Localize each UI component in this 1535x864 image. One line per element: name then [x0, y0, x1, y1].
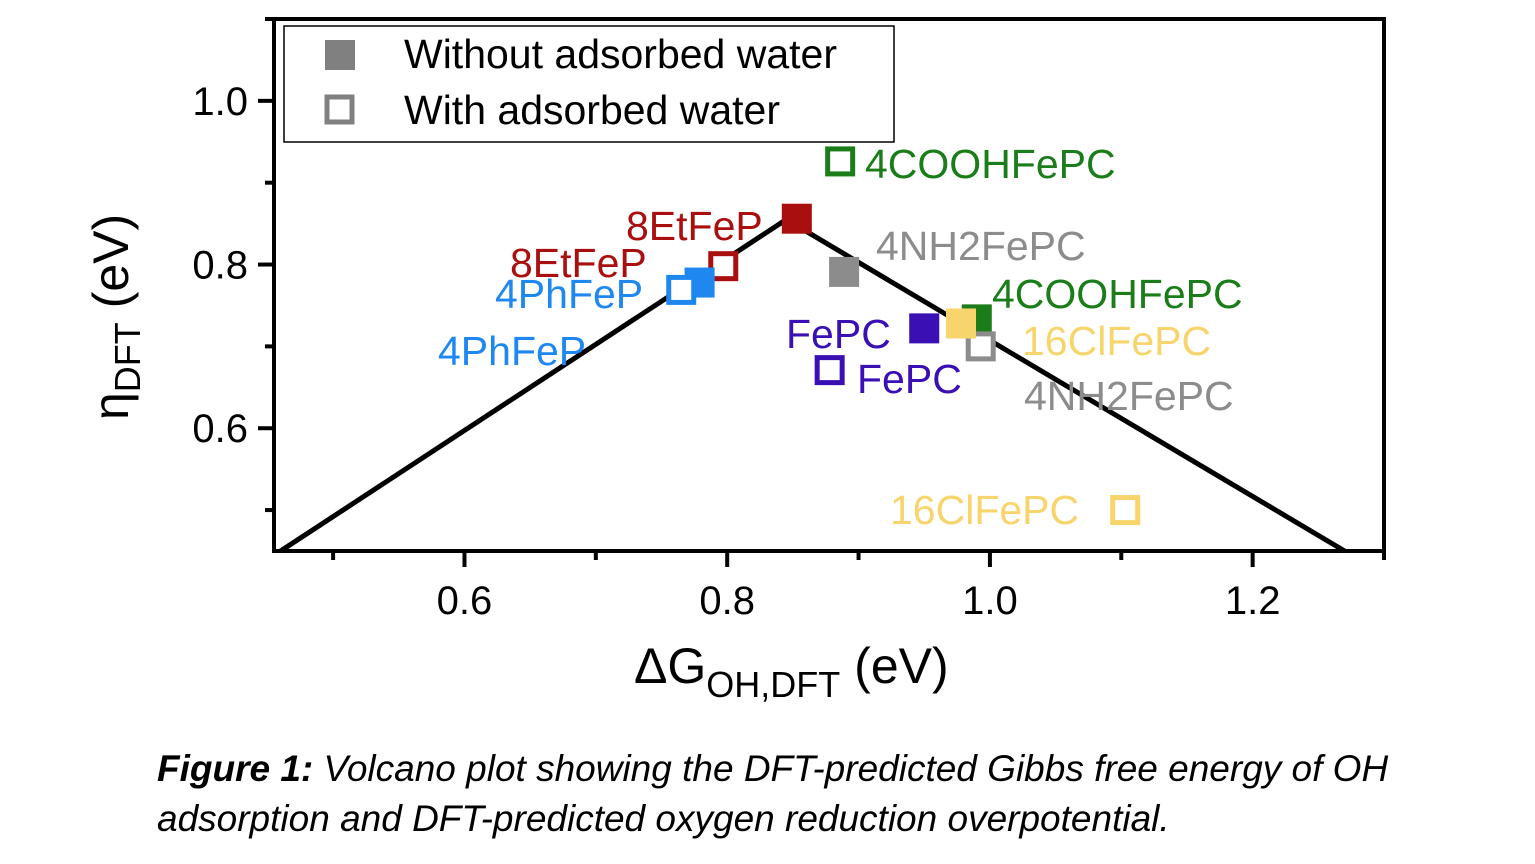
point-label-8etfep: 8EtFeP — [626, 203, 763, 249]
volcano-chart: 0.6 0.8 1.0 1.2 0.6 0.8 1.0 4COOHFePC 8EtFeP 4NH… — [83, 17, 1386, 705]
point-label-8etfep: 8EtFeP — [510, 240, 647, 286]
legend-label-with-water: With adsorbed water — [404, 87, 780, 133]
x-axis-title-unit: (eV) — [840, 638, 948, 694]
figure-caption: Figure 1: Volcano plot showing the DFT-p… — [157, 744, 1477, 844]
y-tick-label: 1.0 — [192, 80, 248, 124]
point-label-fepc: FePC — [786, 311, 891, 357]
data-markers — [666, 146, 1141, 526]
marker-filled-8etfep — [781, 203, 812, 234]
point-label-4nh2fepc: 4NH2FePC — [876, 223, 1086, 269]
legend-open-square-icon — [324, 94, 355, 125]
legend-label-without-water: Without adsorbed water — [404, 31, 837, 77]
x-tick-label: 1.0 — [962, 579, 1018, 623]
legend: Without adsorbed water With adsorbed wat… — [283, 25, 895, 143]
point-label-4coohfepc: 4COOHFePC — [992, 271, 1243, 317]
point-label-16clfepc: 16ClFePC — [890, 487, 1079, 533]
marker-open-4phfep — [666, 274, 697, 305]
y-axis-title-subscript: DFT — [107, 322, 148, 392]
x-tick-label: 0.8 — [699, 579, 755, 623]
marker-open-16clfepc — [1110, 495, 1141, 526]
marker-filled-4nh2fepc — [829, 256, 860, 287]
point-label-16clfepc: 16ClFePC — [1022, 318, 1211, 364]
caption-label: Figure 1: — [157, 748, 314, 789]
y-axis-title-unit: (eV) — [83, 214, 139, 322]
x-tick-label: 1.2 — [1225, 579, 1281, 623]
caption-text: Volcano plot showing the DFT-predicted G… — [157, 748, 1389, 839]
svg-text:ηDFT (eV): ηDFT (eV) — [83, 214, 148, 420]
point-label-4phfep: 4PhFeP — [438, 328, 586, 374]
y-tick-label: 0.8 — [192, 244, 248, 288]
plot-border — [272, 17, 1386, 553]
svg-text:ΔGOH,DFT (eV): ΔGOH,DFT (eV) — [634, 638, 949, 705]
plot-area: 0.6 0.8 1.0 1.2 0.6 0.8 1.0 4COOHFePC 8EtFeP 4NH… — [192, 17, 1386, 623]
x-axis-title-subscript: OH,DFT — [706, 664, 840, 705]
marker-filled-fepc — [909, 313, 940, 344]
point-label-4coohfepc: 4COOHFePC — [865, 141, 1116, 187]
legend-box — [283, 25, 895, 143]
x-axis-title: ΔGOH,DFT (eV) — [634, 638, 949, 705]
legend-filled-square-icon — [325, 40, 355, 70]
axis-ticks: 0.6 0.8 1.0 1.2 0.6 0.8 1.0 — [192, 17, 1386, 623]
marker-filled-16clfepc — [946, 308, 977, 339]
point-label-fepc: FePC — [857, 356, 962, 402]
point-label-4phfep: 4PhFeP — [495, 271, 643, 317]
marker-open-fepc — [814, 355, 845, 386]
y-axis-title-main: η — [83, 392, 139, 420]
y-axis-title: ηDFT (eV) — [83, 214, 148, 420]
marker-open-8etfep — [708, 251, 739, 282]
marker-open-4coohfepc — [825, 146, 856, 177]
x-axis-title-main: ΔG — [634, 638, 706, 694]
y-tick-label: 0.6 — [192, 407, 248, 451]
plot-frame — [272, 17, 1386, 553]
x-tick-label: 0.6 — [437, 579, 493, 623]
point-label-4nh2fepc: 4NH2FePC — [1024, 373, 1234, 419]
